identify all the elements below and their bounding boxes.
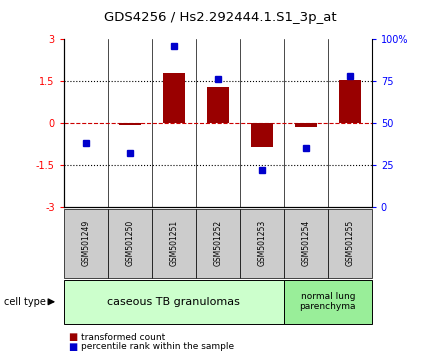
Text: ■: ■ [68, 332, 77, 342]
Text: ■: ■ [68, 342, 77, 352]
Text: GSM501255: GSM501255 [345, 220, 354, 267]
Text: GSM501253: GSM501253 [257, 220, 266, 267]
Bar [339, 80, 361, 123]
Text: GDS4256 / Hs2.292444.1.S1_3p_at: GDS4256 / Hs2.292444.1.S1_3p_at [104, 11, 336, 24]
Bar [119, 123, 141, 125]
Text: GSM501251: GSM501251 [169, 220, 178, 267]
Text: caseous TB granulomas: caseous TB granulomas [107, 297, 240, 307]
Text: transformed count: transformed count [81, 332, 165, 342]
Bar [207, 87, 229, 123]
Text: cell type: cell type [4, 297, 46, 307]
Text: GSM501250: GSM501250 [125, 220, 134, 267]
Text: GSM501254: GSM501254 [301, 220, 310, 267]
Bar [163, 73, 185, 123]
Text: GSM501249: GSM501249 [81, 220, 90, 267]
Bar [295, 123, 317, 127]
Bar [251, 123, 273, 147]
Text: percentile rank within the sample: percentile rank within the sample [81, 342, 235, 352]
Text: GSM501252: GSM501252 [213, 220, 222, 267]
Text: normal lung
parenchyma: normal lung parenchyma [300, 292, 356, 312]
